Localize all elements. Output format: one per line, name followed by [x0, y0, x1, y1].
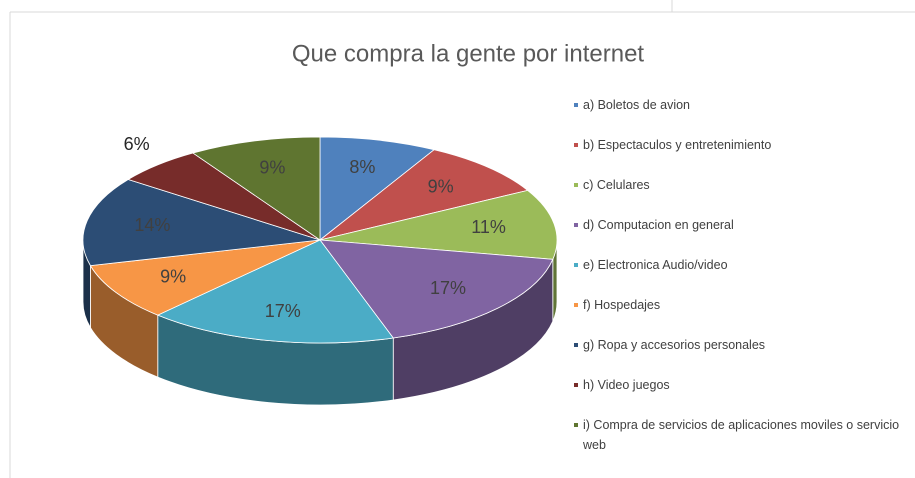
legend-label: a) Boletos de avion	[583, 98, 691, 112]
data-label: 17%	[265, 301, 301, 321]
legend-item: h) Video juegos	[574, 375, 909, 415]
legend-swatch	[574, 383, 578, 387]
legend-swatch	[574, 423, 578, 427]
legend-label: b) Espectaculos y entretenimiento	[583, 138, 772, 152]
legend-item: e) Electronica Audio/video	[574, 255, 909, 295]
legend-swatch	[574, 143, 578, 147]
data-label: 9%	[160, 267, 186, 287]
legend-swatch	[574, 343, 578, 347]
slice	[82, 179, 321, 267]
legend-label: g) Ropa y accesorios personales	[583, 338, 766, 352]
data-label: 9%	[428, 176, 454, 196]
data-label: 9%	[259, 158, 285, 178]
data-label: 17%	[430, 278, 466, 298]
data-label: 11%	[471, 217, 506, 237]
data-label: 8%	[349, 157, 375, 177]
slice	[319, 239, 554, 339]
chart-title: Que compra la gente por internet	[292, 40, 645, 67]
slice	[156, 239, 394, 344]
legend-item: c) Celulares	[574, 175, 909, 215]
slice	[192, 136, 321, 241]
legend-label: c) Celulares	[583, 178, 650, 192]
legend-item: i) Compra de servicios de aplicaciones m…	[574, 415, 909, 455]
legend-label: i) Compra de servicios de aplicaciones m…	[583, 418, 900, 452]
data-label: 14%	[134, 215, 170, 235]
legend-item: g) Ropa y accesorios personales	[574, 335, 909, 375]
data-label: 6%	[124, 134, 150, 154]
legend-swatch	[574, 183, 578, 187]
legend-label: e) Electronica Audio/video	[583, 258, 728, 272]
legend-item: a) Boletos de avion	[574, 95, 909, 135]
legend: a) Boletos de avion b) Espectaculos y ent…	[574, 95, 909, 455]
legend-label: f) Hospedajes	[583, 298, 661, 312]
slice	[319, 189, 558, 260]
legend-label: d) Computacion en general	[583, 218, 734, 232]
slice	[319, 136, 436, 241]
legend-swatch	[574, 103, 578, 107]
slice	[319, 149, 529, 241]
legend-item: b) Espectaculos y entretenimiento	[574, 135, 909, 175]
legend-label: h) Video juegos	[583, 378, 670, 392]
legend-item: d) Computacion en general	[574, 215, 909, 255]
legend-swatch	[574, 303, 578, 307]
legend-swatch	[574, 223, 578, 227]
legend-item: f) Hospedajes	[574, 295, 909, 335]
slice	[89, 239, 321, 316]
legend-swatch	[574, 263, 578, 267]
